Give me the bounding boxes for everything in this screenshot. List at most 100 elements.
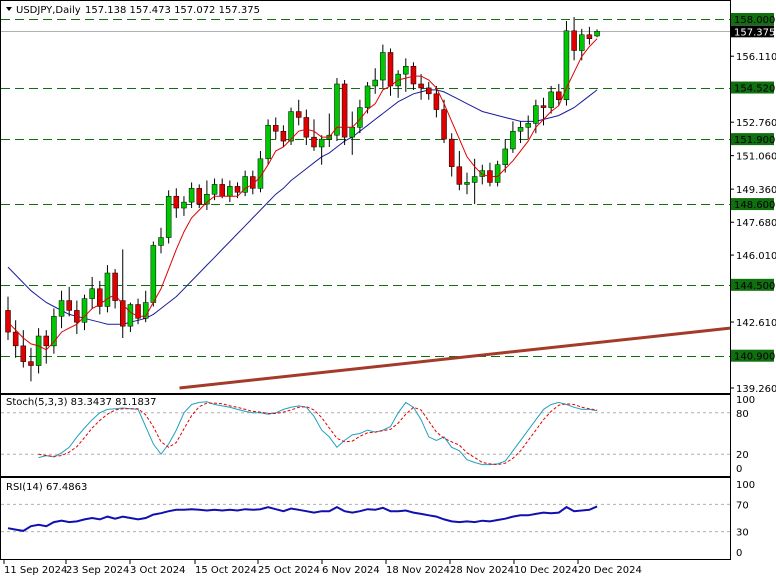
candle — [517, 121, 524, 144]
level-price-label: 154.520 — [734, 84, 775, 95]
rsi-axis-label: 30 — [736, 528, 749, 539]
candle — [35, 328, 42, 374]
candle — [5, 296, 11, 340]
candle — [104, 265, 111, 313]
main-pane[interactable] — [0, 0, 731, 394]
candle-body — [227, 186, 233, 197]
candle-body — [158, 237, 164, 246]
price-tick-label: 151.060 — [736, 152, 776, 163]
level-price-label: 158.000 — [734, 15, 775, 26]
candle — [273, 117, 279, 140]
candle — [66, 286, 72, 317]
stoch-label: Stoch(5,3,3) 83.3437 81.1837 — [6, 397, 157, 408]
price-tick-label: 139.260 — [736, 384, 776, 395]
candle-body — [349, 127, 355, 138]
trendline — [179, 326, 731, 390]
candle-body — [20, 345, 27, 362]
candle — [433, 85, 440, 118]
candle — [403, 58, 409, 92]
candle-body — [135, 304, 141, 319]
candle-body — [173, 195, 180, 209]
candle-body — [586, 34, 593, 39]
dropdown-triangle-icon[interactable] — [6, 7, 12, 11]
rsi-plot: 100 70 30 0 — [1, 480, 755, 559]
candle-body — [418, 83, 424, 89]
candle-body — [142, 302, 149, 319]
candle — [81, 294, 88, 331]
candle-body — [81, 298, 88, 323]
candle — [441, 99, 447, 144]
candle-body — [89, 288, 95, 299]
candle — [502, 139, 508, 173]
candle — [181, 196, 187, 216]
price-tick-label: 156.110 — [736, 52, 776, 63]
rsi-pane[interactable] — [0, 477, 731, 560]
candle-body — [219, 184, 225, 197]
date-tick-label: 11 Sep 2024 — [4, 565, 67, 576]
candle — [173, 188, 180, 218]
candle-body — [494, 164, 501, 183]
candle-body — [234, 186, 241, 193]
candle-body — [525, 123, 531, 128]
candle — [51, 308, 57, 354]
stoch-axis-label: 100 — [736, 395, 755, 406]
candle — [456, 150, 463, 191]
level-price-box — [731, 278, 774, 291]
candle — [135, 298, 141, 325]
candle-body — [448, 138, 455, 167]
candle-body — [410, 66, 417, 85]
candle — [364, 82, 371, 114]
candle-body — [357, 107, 363, 128]
candle-body — [273, 125, 279, 132]
candle — [318, 135, 325, 165]
candle-body — [456, 166, 463, 185]
candle-body — [211, 184, 218, 195]
candle-body — [165, 195, 172, 238]
candle-body — [334, 83, 340, 136]
stoch-signal-line — [38, 402, 598, 466]
candle — [525, 115, 531, 140]
candle — [142, 290, 149, 323]
candle — [464, 172, 470, 195]
candle-body — [433, 93, 440, 110]
date-tick-label: 25 Oct 2024 — [258, 565, 320, 576]
candle-body — [58, 300, 65, 317]
candle-body — [288, 111, 294, 142]
candle-body — [563, 30, 570, 100]
candle-body — [188, 188, 195, 203]
candle-body — [97, 288, 103, 307]
level-price-box — [731, 349, 774, 362]
date-tick-label: 20 Dec 2024 — [578, 565, 642, 576]
candle-body — [594, 31, 600, 37]
price-tick-label: 152.760 — [736, 118, 776, 129]
candle — [12, 320, 19, 358]
level-price-box — [731, 81, 774, 94]
candle-body — [181, 201, 187, 209]
price-tick-label: 149.360 — [736, 185, 776, 196]
fast-ma-line — [7, 38, 598, 351]
ohlc-label: 157.138 157.473 157.072 157.375 — [85, 5, 260, 16]
candle — [196, 184, 202, 209]
candle — [265, 119, 271, 165]
candle — [28, 347, 34, 382]
candle-body — [372, 79, 378, 87]
candle — [165, 190, 172, 244]
candle — [150, 241, 157, 307]
candle — [510, 121, 516, 153]
candle — [494, 160, 501, 187]
candle-body — [571, 30, 577, 51]
candle-body — [380, 52, 386, 81]
level-price-label: 144.500 — [734, 281, 775, 292]
candle-body — [303, 117, 310, 138]
price-tick-label: 142.610 — [736, 318, 776, 329]
candle — [448, 133, 455, 177]
candle — [556, 83, 562, 106]
level-price-label: 140.900 — [734, 352, 775, 363]
symbol-label: USDJPY,Daily — [16, 5, 81, 16]
candle — [594, 29, 600, 38]
date-tick-label: 10 Dec 2024 — [514, 565, 578, 576]
level-price-box — [731, 13, 774, 25]
date-tick-label: 28 Nov 2024 — [450, 565, 514, 576]
candle-body — [387, 52, 394, 87]
candle — [563, 20, 570, 106]
